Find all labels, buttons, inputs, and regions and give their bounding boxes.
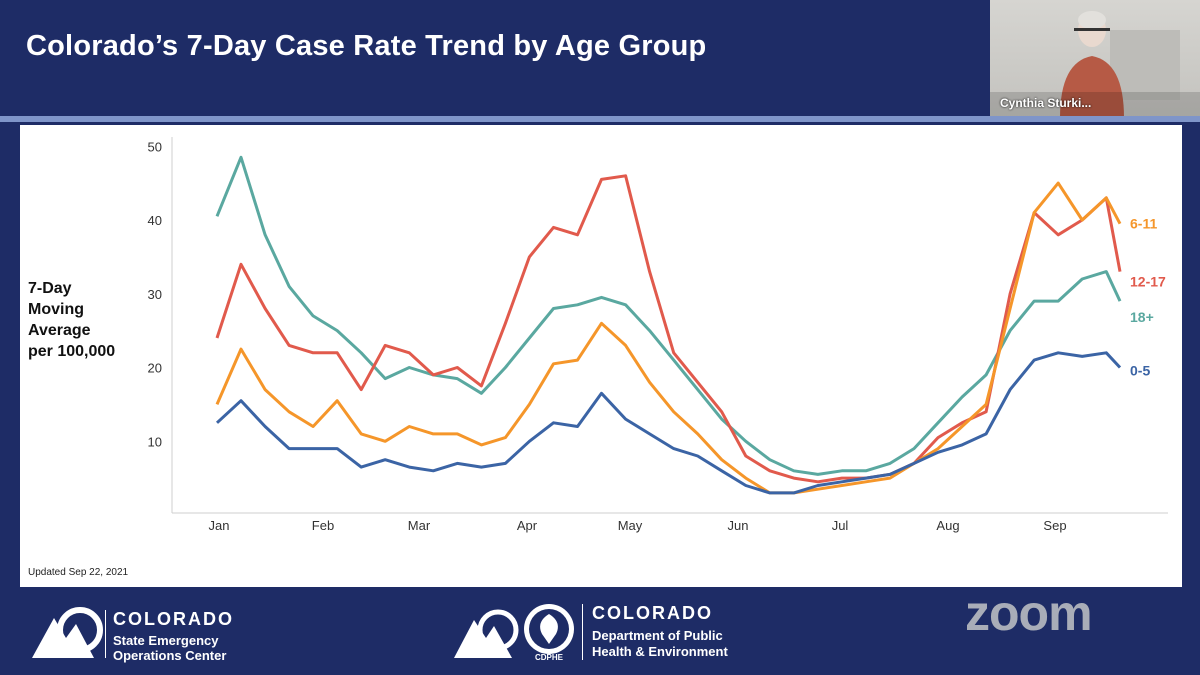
series-label-0-5: 0-5 — [1130, 363, 1150, 379]
right-org-line2: Health & Environment — [592, 644, 728, 659]
right-org-title: COLORADO — [592, 603, 713, 623]
y-tick-label: 40 — [148, 213, 162, 228]
colorado-state-logo-icon — [454, 609, 519, 658]
y-ticks: 10 20 30 40 50 — [148, 139, 162, 449]
series-labels: 18+ 12-17 6-11 0-5 — [1130, 216, 1166, 379]
cdphe-seal-icon: CDPHE — [524, 604, 574, 662]
series-label-18+: 18+ — [1130, 309, 1154, 325]
y-tick-label: 10 — [148, 434, 162, 449]
series-line-0-5 — [215, 351, 1122, 495]
footer-divider — [582, 604, 583, 660]
series-lines — [215, 155, 1122, 495]
participant-video-tile[interactable] — [990, 0, 1200, 118]
series-line-18+ — [215, 155, 1122, 476]
series-line-6-11 — [215, 181, 1122, 495]
x-tick-label: Jul — [832, 518, 849, 533]
updated-date: Updated Sep 22, 2021 — [28, 567, 129, 578]
slide-title: Colorado’s 7-Day Case Rate Trend by Age … — [26, 30, 707, 62]
x-ticks: Jan Feb Mar Apr May Jun Jul Aug Sep — [209, 518, 1067, 533]
zoom-watermark-logo: zoom — [965, 585, 1093, 641]
x-tick-label: Mar — [408, 518, 431, 533]
header-accent-stripe — [0, 116, 1200, 122]
line-chart: 7-Day Moving Average per 100,000 10 20 30 4… — [28, 137, 1168, 578]
x-tick-label: Feb — [312, 518, 334, 533]
participant-body — [1060, 56, 1124, 118]
y-tick-label: 50 — [148, 139, 162, 154]
series-label-6-11: 6-11 — [1130, 216, 1157, 232]
cdphe-badge-text: CDPHE — [535, 653, 564, 662]
y-tick-label: 30 — [148, 287, 162, 302]
y-tick-label: 20 — [148, 361, 162, 376]
y-axis-label-line: Average — [28, 322, 91, 339]
x-tick-label: May — [618, 518, 643, 533]
y-axis-label-line: Moving — [28, 301, 84, 318]
participant-name-label: Cynthia Sturki... — [1000, 96, 1092, 110]
y-axis-label-line: per 100,000 — [28, 343, 115, 360]
x-tick-label: Jun — [728, 518, 749, 533]
x-tick-label: Sep — [1043, 518, 1066, 533]
right-org-line1: Department of Public — [592, 628, 723, 643]
chart-panel: 7-Day Moving Average per 100,000 10 20 30 4… — [20, 125, 1182, 587]
left-org-line2: Operations Center — [113, 648, 227, 663]
y-axis-label: 7-Day Moving Average per 100,000 — [28, 280, 115, 360]
slide-footer: COLORADO State Emergency Operations Cent… — [0, 588, 1200, 675]
participant-silhouette — [1060, 11, 1180, 118]
x-tick-label: Jan — [209, 518, 230, 533]
footer-divider — [105, 610, 106, 658]
x-tick-label: Aug — [936, 518, 959, 533]
left-org-line1: State Emergency — [113, 633, 219, 648]
left-org-title: COLORADO — [113, 609, 234, 629]
x-tick-label: Apr — [517, 518, 538, 533]
series-label-12-17: 12-17 — [1130, 274, 1166, 290]
colorado-state-logo-icon — [32, 607, 103, 658]
slide-header: Colorado’s 7-Day Case Rate Trend by Age … — [0, 0, 990, 118]
series-line-12-17 — [215, 174, 1122, 484]
y-axis-label-line: 7-Day — [28, 280, 72, 297]
